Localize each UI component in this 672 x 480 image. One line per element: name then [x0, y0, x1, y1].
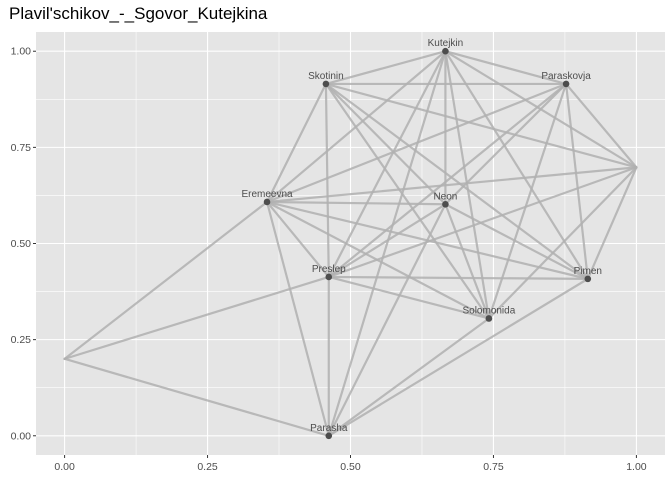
- edge-kutejkin-solomonida: [444, 50, 490, 320]
- edge-paraskovja-unlabeled_a: [564, 82, 638, 169]
- edge-pimen-unlabeled_a: [586, 166, 638, 280]
- x-tick-label: 0.50: [340, 461, 361, 473]
- edge-kutejkin-preslep: [327, 50, 447, 279]
- edge-pimen-parasha: [327, 277, 589, 437]
- node-eremeevna: [263, 198, 271, 206]
- y-tick-label: 0.00: [11, 430, 32, 442]
- y-tick-label: 0.50: [11, 238, 32, 250]
- edge-solomonida-parasha: [327, 317, 490, 437]
- node-labels-layer: Kutejkin Skotinin Paraskovja Eremeevna Neon P…: [241, 38, 602, 434]
- y-tick-label: 1.00: [11, 46, 32, 58]
- edge-skotinin-unlabeled_a: [324, 82, 638, 169]
- edge-preslep-unlabeled_a: [327, 166, 638, 279]
- node-preslep: [325, 273, 333, 281]
- node-label-kutejkin: Kutejkin: [428, 38, 464, 49]
- edge-eremeevna-preslep: [265, 200, 330, 279]
- x-tick-label: 1.00: [626, 461, 647, 473]
- node-label-eremeevna: Eremeevna: [241, 189, 293, 200]
- y-tick-label: 0.25: [11, 334, 32, 346]
- x-tick-label: 0.00: [54, 461, 75, 473]
- node-neon: [442, 200, 449, 208]
- node-pimen: [584, 275, 592, 283]
- edges-layer: [63, 50, 638, 437]
- edge-eremeevna-unlabeled_a: [265, 166, 638, 204]
- edge-preslep-unlabeled_b: [63, 275, 330, 360]
- edge-eremeevna-neon: [265, 200, 447, 206]
- node-label-paraskovja: Paraskovja: [541, 71, 591, 82]
- edge-eremeevna-unlabeled_b: [63, 200, 269, 360]
- node-label-skotinin: Skotinin: [308, 71, 344, 82]
- edge-paraskovja-preslep: [327, 82, 568, 279]
- edge-neon-preslep: [327, 203, 447, 279]
- node-kutejkin: [442, 47, 449, 55]
- edge-neon-solomonida: [444, 203, 490, 320]
- edge-unlabeled_b-parasha: [63, 357, 330, 437]
- edge-skotinin-neon: [324, 82, 447, 206]
- node-paraskovja: [562, 80, 570, 88]
- edge-paraskovja-eremeevna: [265, 82, 568, 204]
- node-unlabeled_a: [635, 166, 638, 169]
- node-unlabeled_b: [63, 357, 66, 361]
- edge-preslep-solomonida: [327, 275, 490, 320]
- edge-solomonida-unlabeled_a: [487, 166, 638, 320]
- edge-eremeevna-parasha: [265, 200, 330, 437]
- axes-layer: 0.00 0.25 0.50 0.75 1.00 0.00 0.25 0.50 0.75 1.00: [11, 46, 647, 473]
- chart-title: Plavil'schikov_-_Sgovor_Kutejkina: [9, 4, 268, 23]
- node-solomonida: [485, 315, 493, 322]
- edge-kutejkin-parasha: [327, 50, 447, 437]
- x-tick-label: 0.25: [197, 461, 218, 473]
- edge-kutejkin-skotinin: [324, 50, 447, 86]
- edge-paraskovja-pimen: [564, 82, 589, 280]
- node-label-parasha: Parasha: [310, 423, 348, 434]
- node-parasha: [325, 432, 333, 440]
- edge-preslep-pimen: [327, 275, 589, 280]
- node-skotinin: [322, 80, 330, 88]
- edge-paraskovja-solomonida: [487, 82, 568, 320]
- edge-kutejkin-paraskovja: [444, 50, 568, 86]
- edge-skotinin-pimen: [324, 82, 589, 280]
- x-tick-label: 0.75: [483, 461, 504, 473]
- y-tick-label: 0.75: [11, 142, 32, 154]
- node-label-preslep: Preslep: [312, 264, 346, 275]
- edge-skotinin-eremeevna: [265, 82, 328, 204]
- nodes-layer: [63, 47, 638, 440]
- node-label-solomonida: Solomonida: [462, 305, 515, 316]
- node-label-neon: Neon: [433, 191, 457, 202]
- edge-skotinin-preslep: [324, 82, 330, 279]
- edge-skotinin-solomonida: [324, 82, 490, 320]
- edge-neon-pimen: [444, 203, 589, 280]
- node-label-pimen: Pimen: [574, 266, 602, 277]
